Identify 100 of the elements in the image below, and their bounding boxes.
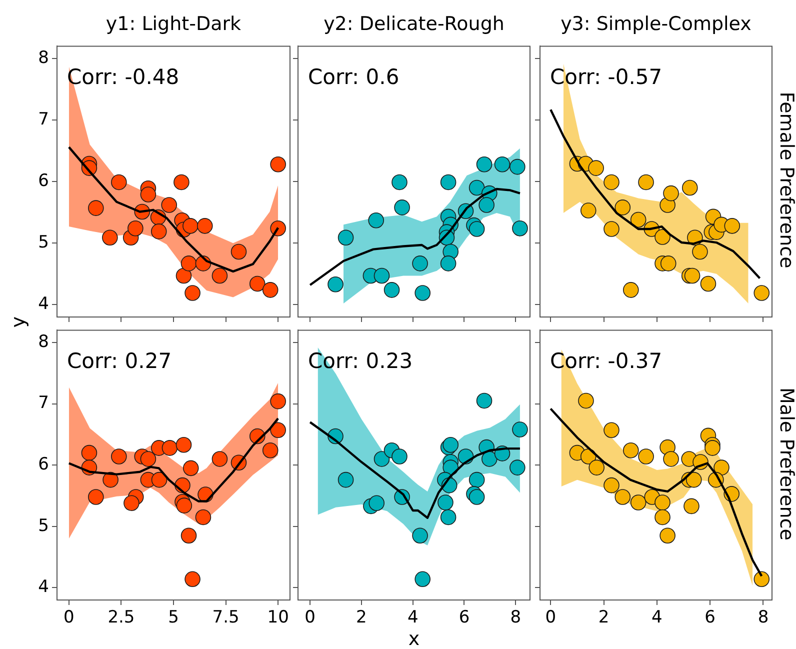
point xyxy=(262,442,278,458)
point xyxy=(140,186,156,202)
point xyxy=(412,528,428,544)
point xyxy=(614,489,631,505)
point xyxy=(270,393,286,410)
point xyxy=(476,156,492,172)
point xyxy=(196,218,213,234)
chart-title: y1: Light-Dark xyxy=(104,13,242,35)
point xyxy=(176,436,192,453)
annotation: Corr: 0.27 xyxy=(67,349,172,374)
point xyxy=(684,498,700,514)
point xyxy=(230,244,247,260)
point xyxy=(468,472,485,488)
point xyxy=(262,282,278,298)
point xyxy=(468,221,485,237)
y2-axis-title: Female Preference xyxy=(774,92,796,268)
point xyxy=(140,451,156,467)
point xyxy=(663,185,679,202)
x-tick-label: 0 xyxy=(304,608,316,628)
point xyxy=(414,285,431,301)
point xyxy=(512,422,528,438)
point xyxy=(328,276,344,292)
y-tick-label: 7 xyxy=(38,109,49,130)
point xyxy=(476,392,492,409)
point xyxy=(212,451,228,467)
point xyxy=(182,460,199,476)
point xyxy=(588,160,604,176)
annotation: Corr: 0.23 xyxy=(308,349,413,374)
point xyxy=(622,442,639,458)
point xyxy=(174,174,190,190)
point xyxy=(440,509,456,526)
point xyxy=(580,202,596,218)
point xyxy=(111,174,127,190)
point xyxy=(412,256,428,272)
point xyxy=(660,528,676,544)
point xyxy=(684,268,700,284)
point xyxy=(468,180,485,196)
point xyxy=(604,221,620,237)
point xyxy=(440,256,456,272)
point xyxy=(392,448,408,464)
point xyxy=(682,180,698,196)
point xyxy=(654,494,670,510)
y-axis-title: y xyxy=(7,316,30,328)
point xyxy=(440,174,456,190)
point xyxy=(394,200,410,216)
x-tick-label: 0 xyxy=(545,608,556,628)
point xyxy=(588,460,605,476)
point xyxy=(604,477,620,494)
point xyxy=(654,229,670,245)
point xyxy=(638,174,654,190)
point xyxy=(478,197,494,213)
point xyxy=(604,422,620,438)
y-tick-label: 8 xyxy=(38,48,49,68)
point xyxy=(124,495,140,512)
point xyxy=(182,218,198,234)
annotation: Corr: -0.37 xyxy=(550,349,662,374)
point xyxy=(692,244,708,260)
point xyxy=(102,230,118,246)
point xyxy=(374,451,390,467)
y-tick-label: 4 xyxy=(38,577,49,598)
x-tick-label: 7.5 xyxy=(212,608,240,628)
point xyxy=(384,282,400,298)
point xyxy=(150,224,167,240)
point xyxy=(81,444,98,461)
point xyxy=(622,282,639,298)
x-tick-label: 2.5 xyxy=(108,608,135,628)
point xyxy=(654,509,670,526)
point xyxy=(754,571,770,588)
point xyxy=(270,156,286,172)
point xyxy=(614,200,631,216)
annotation: Corr: -0.57 xyxy=(550,65,662,90)
y-tick-label: 6 xyxy=(38,171,49,192)
point xyxy=(630,494,646,510)
annotation: Corr: -0.48 xyxy=(67,65,180,90)
point xyxy=(128,220,144,236)
point xyxy=(195,509,212,526)
y-tick-label: 7 xyxy=(38,393,49,414)
x-tick-label: 4 xyxy=(652,608,662,628)
point xyxy=(368,212,384,228)
point xyxy=(604,174,620,190)
point xyxy=(212,268,228,284)
point xyxy=(700,276,716,292)
point xyxy=(578,392,594,409)
point xyxy=(510,158,526,175)
y-tick-label: 5 xyxy=(38,516,49,536)
point xyxy=(338,230,354,246)
x-tick-label: 8 xyxy=(510,608,522,628)
x-tick-label: 2 xyxy=(598,608,610,628)
point xyxy=(180,256,197,272)
point xyxy=(510,460,526,476)
point xyxy=(151,472,168,488)
x-tick-label: 0 xyxy=(64,608,74,628)
point xyxy=(468,489,485,505)
y2-axis-title: Male Preference xyxy=(774,387,796,540)
y-tick-label: 5 xyxy=(38,232,49,253)
point xyxy=(161,197,178,213)
point xyxy=(176,498,192,514)
point xyxy=(714,460,730,476)
x-tick-label: 10 xyxy=(267,608,289,628)
chart-title: y3: Simple-Complex xyxy=(560,13,752,35)
